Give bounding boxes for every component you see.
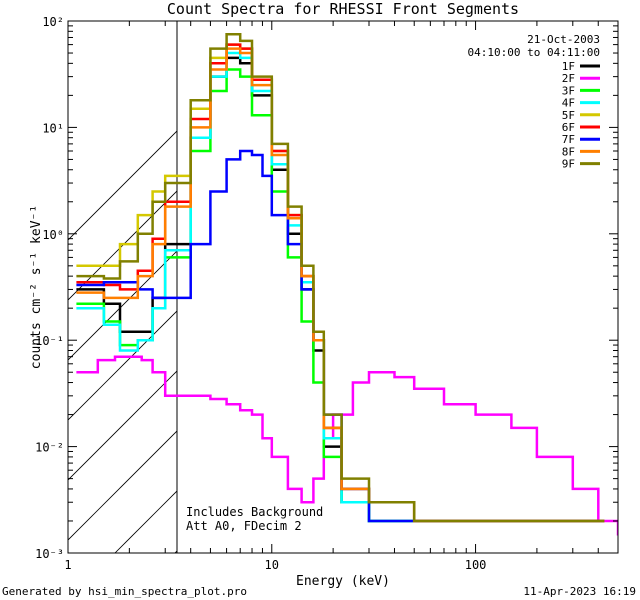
series-line-5F xyxy=(76,43,605,523)
legend-label-8F: 8F xyxy=(562,145,575,158)
series-line-7F xyxy=(76,149,605,523)
hatch-line xyxy=(68,430,177,541)
footer-timestamp: 11-Apr-2023 16:19 xyxy=(523,585,636,598)
series-layer xyxy=(76,33,618,536)
annotation-attenuator: Att A0, FDecim 2 xyxy=(186,519,302,533)
hatch-line xyxy=(114,490,177,553)
hatch-line xyxy=(608,0,640,600)
plot-frame xyxy=(67,20,619,554)
legend-label-5F: 5F xyxy=(562,109,575,122)
x-tick-label: 100 xyxy=(465,558,487,572)
y-tick-label: 10⁻³ xyxy=(35,547,64,561)
y-tick-label: 10⁻¹ xyxy=(35,334,64,348)
annotation-background: Includes Background xyxy=(186,505,323,519)
hatch-line xyxy=(68,250,177,361)
legend-label-1F: 1F xyxy=(562,60,575,73)
y-tick-label: 10² xyxy=(42,15,64,29)
series-line-9F xyxy=(76,33,605,523)
legend-label-4F: 4F xyxy=(562,97,575,110)
series-line-3F xyxy=(76,68,605,523)
series-line-1F xyxy=(76,56,605,523)
y-tick-label: 10¹ xyxy=(42,121,64,135)
series-line-8F xyxy=(76,47,605,523)
x-tick-label: 1 xyxy=(64,558,71,572)
y-tick-label: 10⁻² xyxy=(35,441,64,455)
legend-label-9F: 9F xyxy=(562,158,575,171)
legend-label-7F: 7F xyxy=(562,133,575,146)
x-tick-label: 10 xyxy=(265,558,279,572)
y-axis-label: counts cm⁻² s⁻¹ keV⁻¹ xyxy=(29,205,44,369)
legend-label-3F: 3F xyxy=(562,84,575,97)
y-tick-label: 10⁰ xyxy=(42,228,64,242)
footer-generator: Generated by hsi_min_spectra_plot.pro xyxy=(2,585,247,598)
chart-title: Count Spectra for RHESSI Front Segments xyxy=(167,0,519,18)
y-axis: 10² 10¹ 10⁰ 10⁻¹ 10⁻² 10⁻³ xyxy=(35,15,618,561)
legend-label-6F: 6F xyxy=(562,121,575,134)
time-range-label: 04:10:00 to 04:11:00 xyxy=(468,46,600,59)
series-line-4F xyxy=(76,51,605,523)
series-line-6F xyxy=(76,43,605,523)
date-label: 21-Oct-2003 xyxy=(527,33,600,46)
x-axis: 1 10 100 xyxy=(64,21,619,572)
series-line-2F xyxy=(76,355,618,536)
x-axis-label: Energy (keV) xyxy=(296,574,390,589)
legend-label-2F: 2F xyxy=(562,72,575,85)
hatch-line xyxy=(428,0,640,600)
